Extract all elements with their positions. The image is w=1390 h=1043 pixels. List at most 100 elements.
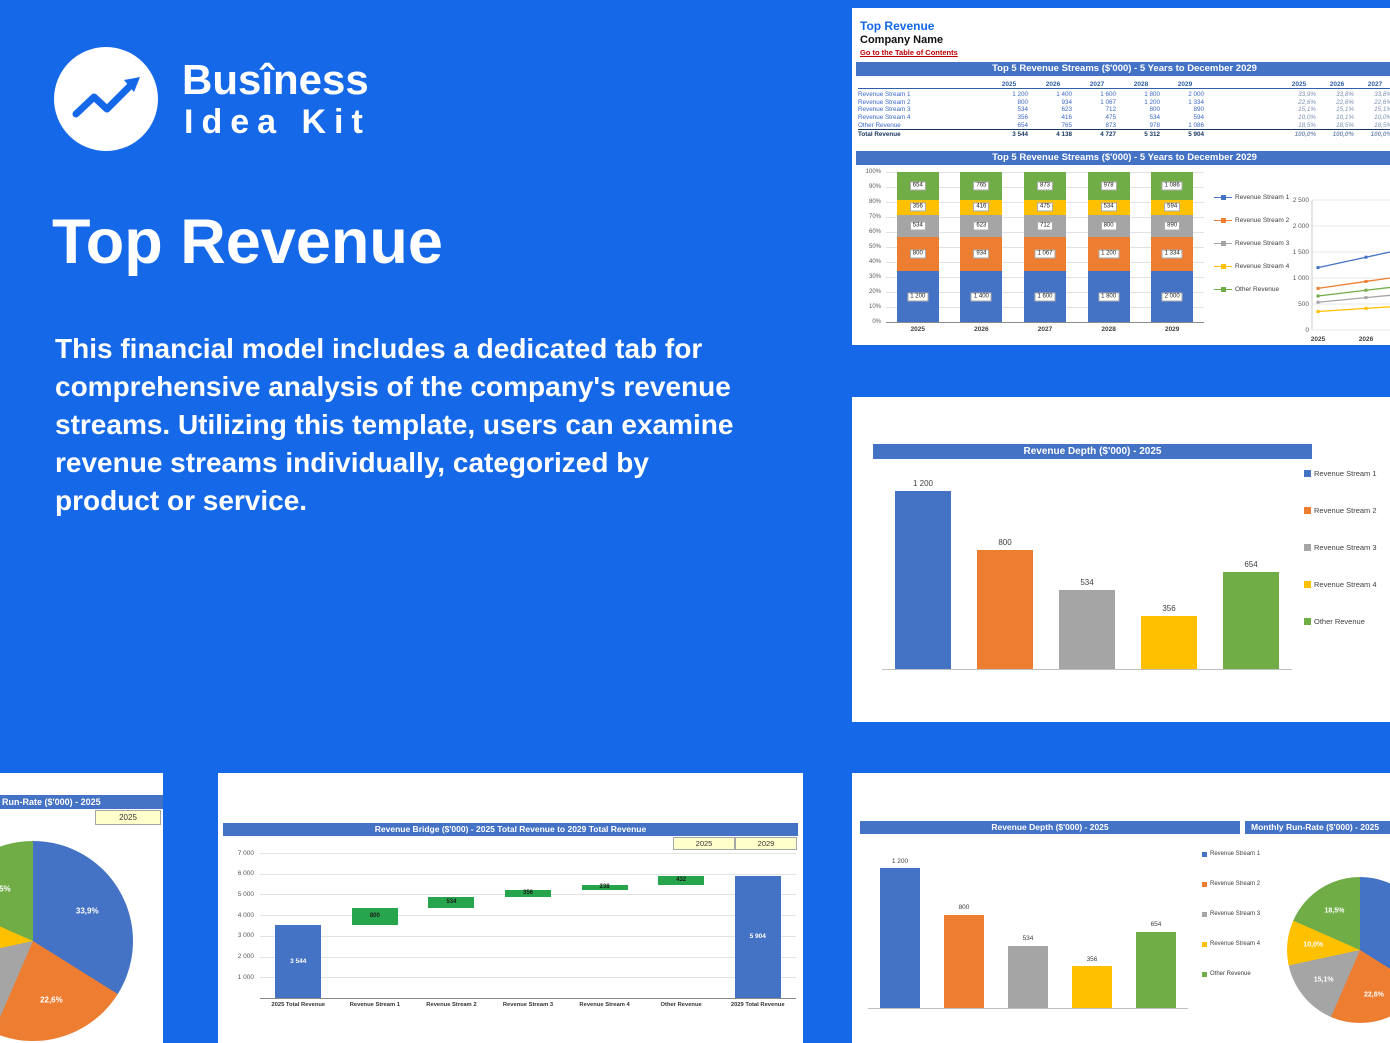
legend-marker	[1304, 544, 1311, 551]
page-title: Top Revenue	[52, 207, 443, 277]
row-name: Other Revenue	[858, 121, 901, 129]
legend-label: Revenue Stream 4	[1314, 580, 1377, 589]
bar-segment: 1 200	[896, 271, 939, 322]
stacked-column: 1 200 800 534 356 654	[896, 172, 939, 322]
y-axis-label: 100%	[865, 168, 881, 175]
table-row: Revenue Stream 1 1 200 1 400 1 600 1 800 2 00…	[858, 90, 1390, 98]
segment-value-label: 800	[909, 249, 926, 259]
pct-cell: 100,0%	[1370, 131, 1390, 139]
legend-marker	[1202, 911, 1207, 917]
bridge-title-bar: Revenue Bridge ($'000) - 2025 Total Reve…	[223, 823, 798, 836]
to-year-selector[interactable]: 2029	[735, 837, 797, 850]
value-cell: 800	[1017, 98, 1028, 106]
legend-label: Revenue Stream 4	[1210, 941, 1261, 947]
pct-cell: 15,1%	[1336, 106, 1354, 114]
table-year-header: 2028	[1133, 81, 1149, 88]
category-label: Revenue Stream 4	[579, 1002, 630, 1008]
brand-name-line1: Busîness	[182, 56, 369, 103]
bar-value-label: 800	[998, 538, 1012, 548]
bar-value-label: 356	[522, 890, 533, 897]
bar	[1008, 945, 1048, 1008]
bar-value-label: 432	[676, 877, 687, 884]
segment-value-label: 712	[1036, 221, 1054, 231]
toc-link[interactable]: Go to the Table of Contents	[860, 48, 958, 57]
segment-value-label: 416	[973, 202, 990, 212]
revenue-table: 2025 2026 2027 2028 2029 2025 2026 2027 Revenue …	[858, 78, 1390, 138]
category-label: Revenue Stream 3	[502, 1002, 554, 1008]
value-cell: 3 544	[1012, 131, 1028, 139]
y-axis-label: 30%	[868, 273, 881, 280]
legend-item: Revenue Stream 2	[1304, 506, 1377, 515]
table-year-header: 2027	[1089, 81, 1105, 88]
bar-value-label: 3 544	[290, 957, 307, 965]
bridge-bar-delta: 432	[658, 875, 705, 885]
value-cell: 356	[1017, 114, 1028, 122]
legend-marker	[1202, 851, 1207, 857]
row-name: Revenue Stream 4	[858, 114, 911, 122]
legend-item: Revenue Stream 4	[1202, 941, 1260, 947]
page-description: This financial model includes a dedicate…	[55, 333, 734, 517]
value-cell: 416	[1061, 114, 1072, 122]
value-cell: 1 400	[1056, 90, 1072, 98]
segment-value-label: 623	[973, 221, 990, 231]
from-year-selector[interactable]: 2025	[673, 837, 735, 850]
line-chart: 2 500 2 000 1 500 1 000 500 0 2025 2026	[1288, 178, 1390, 348]
bar-segment: 654	[896, 172, 939, 200]
gridline	[260, 935, 796, 937]
legend-item: Revenue Stream 3	[1304, 543, 1377, 552]
y-axis-label: 6 000	[237, 870, 254, 878]
legend-label: Revenue Stream 2	[1314, 506, 1377, 515]
bar-value-label: 1 200	[891, 857, 909, 865]
legend-marker	[1220, 195, 1226, 200]
legend-marker	[1304, 470, 1311, 477]
pct-cell: 10,0%	[1298, 114, 1316, 122]
pct-cell: 33,8%	[1336, 90, 1354, 98]
pct-cell: 18,5%	[1374, 121, 1390, 129]
bar-segment: 416	[960, 199, 1003, 215]
segment-value-label: 1 400	[970, 292, 992, 302]
y-axis-label: 10%	[868, 303, 881, 310]
legend-line-marker	[1214, 286, 1232, 293]
legend-item: Revenue Stream 4	[1304, 580, 1377, 589]
y-axis-label: 70%	[868, 213, 881, 220]
value-cell: 1 086	[1188, 121, 1204, 129]
pct-cell: 22,6%	[1374, 98, 1390, 106]
segment-value-label: 800	[1100, 221, 1117, 231]
pct-cell: 100,0%	[1294, 131, 1316, 139]
runrate-title-bar: Run-Rate ($'000) - 2025	[0, 795, 163, 809]
legend-item: Revenue Stream 4	[1214, 263, 1289, 270]
bar-segment: 1 800	[1087, 271, 1130, 322]
pct-cell: 10,0%	[1374, 114, 1390, 122]
legend-marker	[1220, 287, 1226, 292]
pct-cell: 18,5%	[1336, 121, 1354, 129]
value-cell: 534	[1149, 114, 1160, 122]
legend-item: Revenue Stream 1	[1304, 469, 1377, 478]
row-name: Revenue Stream 2	[858, 98, 911, 106]
bar	[1141, 616, 1197, 669]
category-label: 2029	[1164, 326, 1180, 333]
pie-slice-label: 15,1%	[1313, 976, 1334, 984]
gridline	[260, 915, 796, 917]
table-header-row: 2025 2026 2027 2028 2029 2025 2026 2027	[858, 78, 1390, 89]
value-cell: 1 600	[1100, 90, 1116, 98]
pct-cell: 15,1%	[1374, 106, 1390, 114]
pie-circle	[1287, 877, 1390, 1023]
bar-segment: 765	[960, 172, 1003, 200]
chart-legend: Revenue Stream 1 Revenue Stream 2 Revenue …	[1202, 851, 1282, 1021]
bar-segment: 1 334	[1151, 237, 1194, 272]
category-label: 2026	[974, 326, 989, 333]
bar-value-label: 654	[1150, 921, 1162, 929]
x-axis-line	[868, 1008, 1188, 1009]
y-axis-label: 4 000	[237, 911, 254, 919]
value-cell: 5 904	[1188, 131, 1204, 139]
value-cell: 594	[1193, 114, 1204, 122]
pct-cell: 22,6%	[1336, 98, 1354, 106]
bar-segment: 1 086	[1151, 172, 1194, 200]
legend-item: Revenue Stream 1	[1214, 194, 1289, 201]
y-axis-label: 2 000	[237, 953, 254, 961]
x-axis-line	[886, 322, 1204, 323]
bar	[1223, 571, 1279, 669]
year-selector[interactable]: 2025	[95, 810, 161, 825]
bar-segment: 873	[1024, 172, 1066, 200]
